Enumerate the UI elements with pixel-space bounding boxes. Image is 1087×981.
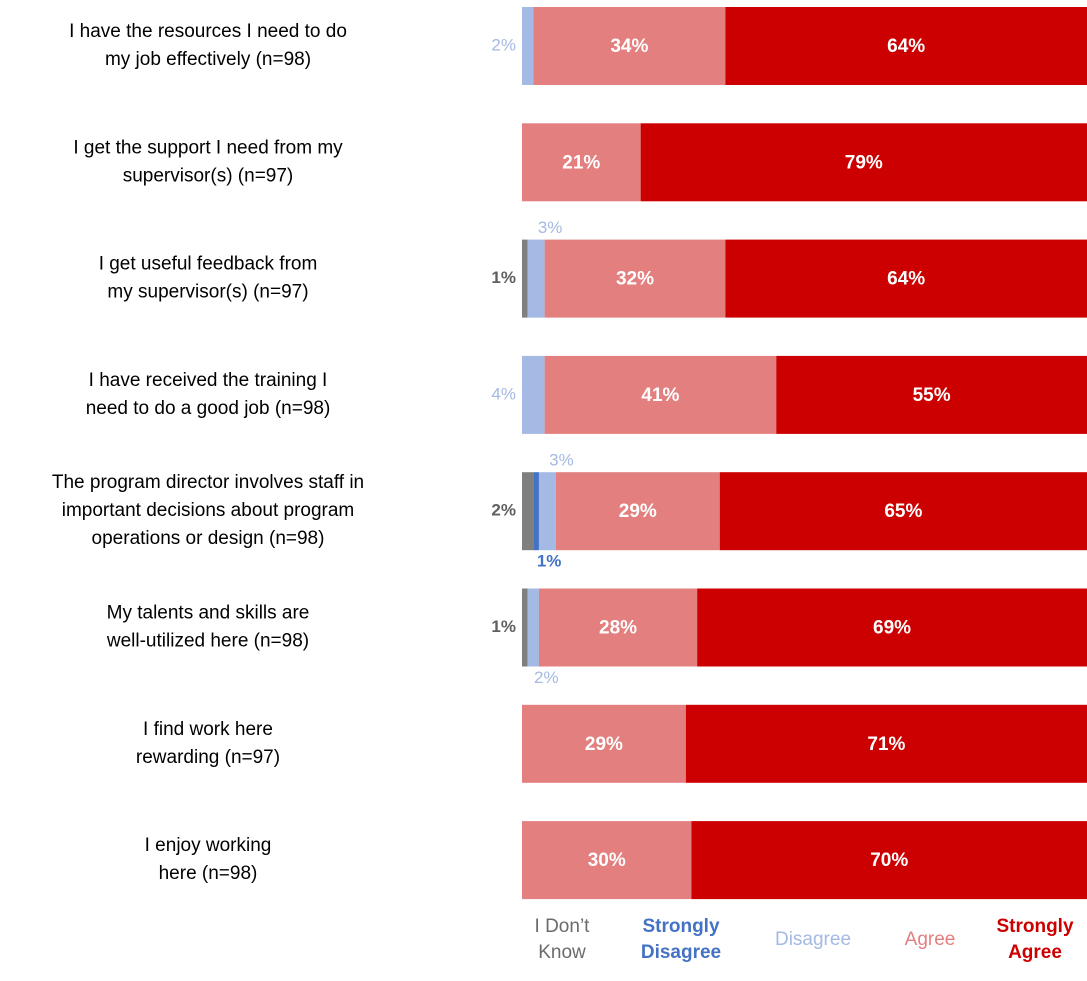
data-label: 71% bbox=[867, 734, 905, 755]
bar-segment bbox=[776, 355, 1087, 434]
category-label: I have received the training I bbox=[89, 370, 328, 391]
bar-segment bbox=[544, 355, 777, 434]
category-label: I get the support I need from my bbox=[73, 137, 343, 158]
outside-data-label: 2% bbox=[491, 501, 516, 520]
category-label: My talents and skills are bbox=[107, 603, 310, 624]
data-label: 64% bbox=[887, 269, 925, 290]
outside-data-label: 2% bbox=[491, 35, 516, 54]
data-label: 69% bbox=[873, 618, 911, 639]
outside-data-label: 3% bbox=[538, 218, 563, 237]
legend-label: Disagree bbox=[641, 942, 721, 963]
data-label: 41% bbox=[641, 385, 679, 406]
bar-segment bbox=[527, 588, 539, 667]
bar-segment bbox=[522, 355, 545, 434]
category-label: well-utilized here (n=98) bbox=[106, 631, 309, 652]
bar-segment bbox=[527, 239, 545, 318]
category-label: my job effectively (n=98) bbox=[105, 49, 311, 70]
category-label: operations or design (n=98) bbox=[92, 528, 325, 549]
data-label: 30% bbox=[588, 850, 626, 871]
data-label: 64% bbox=[887, 36, 925, 57]
bar-segment bbox=[522, 472, 534, 551]
category-label: rewarding (n=97) bbox=[136, 747, 280, 768]
bar-segment bbox=[719, 472, 1087, 551]
bar-segment bbox=[544, 239, 726, 318]
bar-segment bbox=[522, 123, 641, 202]
legend-label: Agree bbox=[1008, 942, 1062, 963]
outside-data-label: 4% bbox=[491, 384, 516, 403]
outside-data-label: 1% bbox=[537, 552, 562, 571]
bar-segment bbox=[691, 821, 1087, 900]
bar-segment bbox=[533, 7, 726, 85]
data-label: 29% bbox=[619, 501, 657, 522]
bar-segment bbox=[538, 588, 698, 667]
outside-data-label: 1% bbox=[491, 268, 516, 287]
category-label: I get useful feedback from bbox=[99, 254, 318, 275]
legend-label: I Don’t bbox=[535, 916, 591, 937]
outside-data-label: 3% bbox=[549, 451, 574, 470]
data-label: 70% bbox=[870, 850, 908, 871]
bar-segment bbox=[522, 239, 528, 318]
data-label: 28% bbox=[599, 618, 637, 639]
category-label: The program director involves staff in bbox=[52, 472, 364, 493]
bar-segment bbox=[725, 7, 1087, 85]
bar-segment bbox=[538, 472, 556, 551]
data-label: 32% bbox=[616, 269, 654, 290]
bar-segment bbox=[697, 588, 1087, 667]
category-label: important decisions about program bbox=[62, 500, 355, 521]
data-label: 55% bbox=[913, 385, 951, 406]
bar-segment bbox=[522, 704, 686, 783]
data-label: 21% bbox=[562, 152, 600, 173]
category-label: my supervisor(s) (n=97) bbox=[107, 282, 308, 303]
data-label: 29% bbox=[585, 734, 623, 755]
category-label: I enjoy working bbox=[145, 835, 272, 856]
category-label: need to do a good job (n=98) bbox=[86, 398, 331, 419]
bar-segment bbox=[555, 472, 720, 551]
legend-label: Know bbox=[538, 942, 586, 963]
outside-data-label: 2% bbox=[534, 668, 559, 687]
data-label: 34% bbox=[610, 36, 648, 57]
legend-label: Disagree bbox=[775, 929, 851, 950]
data-label: 65% bbox=[884, 501, 922, 522]
bar-segment bbox=[640, 123, 1087, 202]
category-label: here (n=98) bbox=[159, 863, 258, 884]
bar-segment bbox=[522, 7, 534, 85]
bar-segment bbox=[522, 821, 692, 900]
bar-segment bbox=[685, 704, 1087, 783]
outside-data-label: 1% bbox=[491, 617, 516, 636]
category-label: supervisor(s) (n=97) bbox=[123, 165, 294, 186]
data-label: 79% bbox=[845, 152, 883, 173]
legend-label: Agree bbox=[905, 929, 956, 950]
bar-segment bbox=[522, 588, 528, 667]
legend-label: Strongly bbox=[642, 916, 719, 937]
bar-segment bbox=[533, 472, 539, 551]
bar-segment bbox=[725, 239, 1087, 318]
category-label: I find work here bbox=[143, 719, 273, 740]
category-label: I have the resources I need to do bbox=[69, 21, 347, 42]
legend-label: Strongly bbox=[996, 916, 1073, 937]
